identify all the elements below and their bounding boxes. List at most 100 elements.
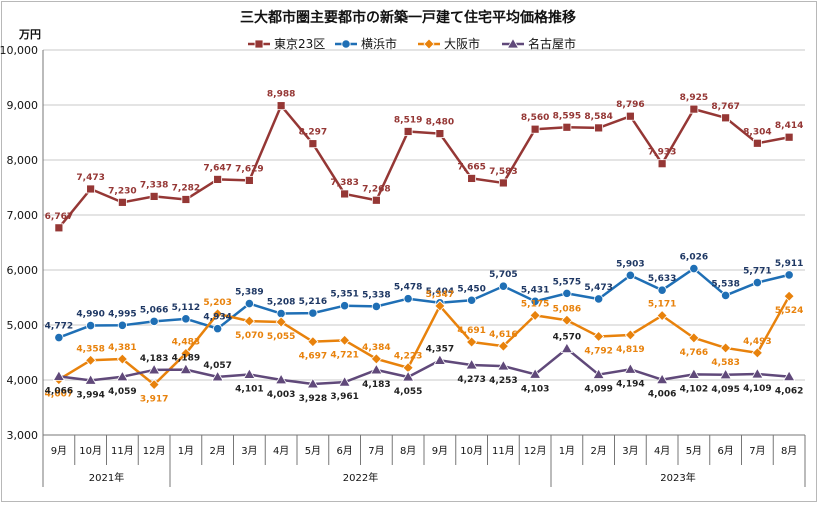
data-point <box>149 316 159 326</box>
data-label: 5,633 <box>648 274 676 284</box>
data-point <box>687 368 701 379</box>
data-label: 4,583 <box>711 358 739 368</box>
year-label: 2021年 <box>89 471 124 484</box>
data-point <box>497 340 509 352</box>
data-point <box>211 370 224 382</box>
x-tick-label: 4月 <box>273 445 289 457</box>
data-label: 4,721 <box>330 350 358 360</box>
data-label: 5,208 <box>267 298 295 308</box>
data-point <box>179 363 193 375</box>
data-label: 4,055 <box>394 387 422 397</box>
data-label: 8,925 <box>680 93 708 103</box>
data-point <box>498 281 508 291</box>
data-point <box>275 316 287 328</box>
data-label: 4,358 <box>76 344 104 354</box>
data-point <box>656 310 668 322</box>
data-label: 4,357 <box>426 344 454 354</box>
year-label: 2023年 <box>660 471 695 484</box>
data-label: 4,697 <box>299 352 327 362</box>
data-label: 3,961 <box>330 392 358 402</box>
legend-entry: 名古屋市 <box>528 36 576 51</box>
data-label: 4,059 <box>108 387 136 397</box>
data-label: 4,057 <box>203 361 231 371</box>
data-point <box>435 129 445 139</box>
x-tick-label: 4月 <box>654 445 670 457</box>
data-label: 4,189 <box>172 354 200 364</box>
data-point <box>370 353 382 365</box>
series-line <box>57 104 790 229</box>
data-point <box>403 294 413 304</box>
data-label: 4,253 <box>489 376 517 386</box>
data-label: 5,351 <box>330 290 358 300</box>
data-label: 5,771 <box>743 267 771 277</box>
data-label: 4,772 <box>45 322 73 332</box>
data-point <box>243 368 256 379</box>
y-tick-label: 8,000 <box>7 154 39 167</box>
data-point <box>689 263 699 274</box>
data-point <box>751 367 764 379</box>
x-tick-label: 8月 <box>400 445 416 457</box>
x-tick-label: 11月 <box>111 445 134 457</box>
data-label: 4,792 <box>584 346 612 356</box>
data-point <box>783 290 795 302</box>
data-label: 4,003 <box>267 390 295 400</box>
data-point <box>594 123 604 133</box>
data-label: 8,584 <box>584 112 612 122</box>
data-point <box>307 336 319 348</box>
data-label: 6,026 <box>680 253 708 263</box>
x-tick-label: 9月 <box>51 445 67 457</box>
data-point <box>244 176 254 185</box>
data-point <box>308 308 318 318</box>
data-point <box>466 336 478 348</box>
data-label: 4,691 <box>457 326 485 336</box>
data-point <box>624 329 636 341</box>
x-tick-label: 12月 <box>524 445 547 457</box>
data-point <box>371 301 381 312</box>
data-label: 5,389 <box>235 288 263 298</box>
y-axis-unit-label: 万円 <box>18 28 41 41</box>
data-label: 4,384 <box>362 343 390 353</box>
data-point <box>148 378 160 391</box>
data-point <box>625 270 635 280</box>
data-point <box>339 334 351 346</box>
data-label: 4,194 <box>616 379 644 389</box>
data-point <box>86 184 96 194</box>
data-point <box>54 332 64 343</box>
data-label: 5,338 <box>362 290 390 300</box>
data-label: 7,230 <box>108 186 136 196</box>
x-tick-label: 9月 <box>432 445 448 457</box>
data-point <box>213 175 223 184</box>
data-label: 4,223 <box>394 352 422 362</box>
data-label: 8,796 <box>616 100 644 110</box>
data-point <box>784 270 794 280</box>
data-label: 7,268 <box>362 184 390 194</box>
data-label: 4,095 <box>711 385 739 395</box>
data-label: 3,917 <box>140 395 168 405</box>
data-label: 8,988 <box>267 90 295 100</box>
data-point <box>84 374 97 385</box>
x-tick-label: 5月 <box>686 445 702 457</box>
data-point <box>276 101 286 111</box>
data-label: 3,994 <box>76 390 104 400</box>
data-label: 8,560 <box>521 113 549 123</box>
data-point <box>530 296 540 306</box>
series-nagoya <box>52 342 796 389</box>
data-point <box>181 314 191 324</box>
data-label: 4,483 <box>172 337 200 347</box>
x-tick-label: 6月 <box>336 445 352 457</box>
data-label: 7,282 <box>172 183 200 193</box>
data-label: 5,175 <box>521 299 549 309</box>
data-label: 4,101 <box>235 384 263 394</box>
legend-marker <box>254 39 264 49</box>
data-point <box>117 320 127 330</box>
data-point <box>592 368 605 379</box>
series-tokyo23 <box>54 101 794 233</box>
y-tick-label: 4,000 <box>7 374 39 387</box>
axes: 3,000 4,000 5,000 6,000 7,000 8,000 9,000 10,00… <box>0 44 806 487</box>
data-label: 4,103 <box>521 384 549 394</box>
data-label: 8,767 <box>711 102 739 112</box>
data-point <box>721 290 731 301</box>
data-point <box>116 370 129 382</box>
data-label: 4,493 <box>743 337 771 347</box>
x-tick-label: 3月 <box>241 445 257 457</box>
